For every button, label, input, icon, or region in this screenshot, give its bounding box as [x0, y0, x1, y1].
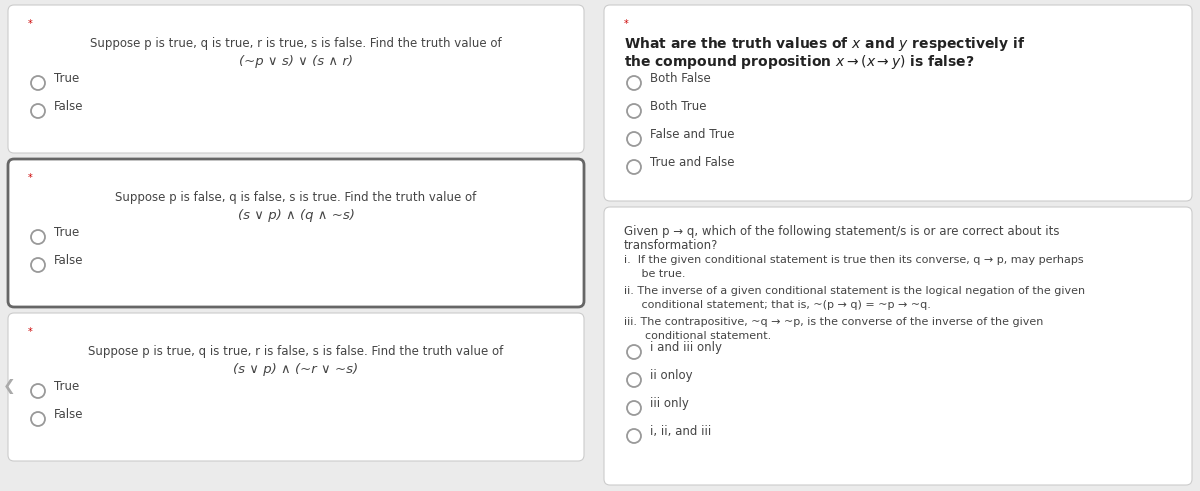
Text: (s ∨ p) ∧ (q ∧ ~s): (s ∨ p) ∧ (q ∧ ~s) — [238, 209, 354, 222]
Text: False: False — [54, 100, 84, 112]
Text: True: True — [54, 72, 79, 84]
Text: False: False — [54, 253, 84, 267]
Text: Given p → q, which of the following statement/s is or are correct about its: Given p → q, which of the following stat… — [624, 225, 1060, 238]
FancyBboxPatch shape — [8, 5, 584, 153]
Text: Suppose p is true, q is true, r is true, s is false. Find the truth value of: Suppose p is true, q is true, r is true,… — [90, 37, 502, 50]
Text: iii only: iii only — [650, 397, 689, 409]
Text: conditional statement.: conditional statement. — [624, 331, 772, 341]
Text: *: * — [28, 173, 32, 183]
Text: *: * — [28, 19, 32, 29]
Text: Both False: Both False — [650, 72, 710, 84]
Text: iii. The contrapositive, ~q → ~p, is the converse of the inverse of the given: iii. The contrapositive, ~q → ~p, is the… — [624, 317, 1043, 327]
Text: i, ii, and iii: i, ii, and iii — [650, 425, 712, 437]
Text: True and False: True and False — [650, 156, 734, 168]
Text: False and True: False and True — [650, 128, 734, 140]
Text: ❮: ❮ — [2, 380, 16, 394]
FancyBboxPatch shape — [8, 313, 584, 461]
Text: True: True — [54, 380, 79, 392]
Text: *: * — [624, 19, 629, 29]
FancyBboxPatch shape — [604, 207, 1192, 485]
Text: What are the truth values of $x$ and $y$ respectively if: What are the truth values of $x$ and $y$… — [624, 35, 1025, 53]
Text: i and iii only: i and iii only — [650, 340, 722, 354]
Text: conditional statement; that is, ~(p → q) = ~p → ~q.: conditional statement; that is, ~(p → q)… — [624, 300, 931, 310]
Text: (s ∨ p) ∧ (~r ∨ ~s): (s ∨ p) ∧ (~r ∨ ~s) — [234, 363, 359, 376]
FancyBboxPatch shape — [8, 159, 584, 307]
Text: Suppose p is true, q is true, r is false, s is false. Find the truth value of: Suppose p is true, q is true, r is false… — [89, 345, 504, 358]
Text: transformation?: transformation? — [624, 239, 719, 252]
Text: the compound proposition $x \rightarrow (x \rightarrow y)$ is false?: the compound proposition $x \rightarrow … — [624, 53, 974, 71]
Text: *: * — [28, 327, 32, 337]
Text: False: False — [54, 408, 84, 420]
Text: ii onloy: ii onloy — [650, 369, 692, 382]
Text: (~p ∨ s) ∨ (s ∧ r): (~p ∨ s) ∨ (s ∧ r) — [239, 55, 353, 68]
Text: i.  If the given conditional statement is true then its converse, q → p, may per: i. If the given conditional statement is… — [624, 255, 1084, 265]
Text: True: True — [54, 225, 79, 239]
Text: Suppose p is false, q is false, s is true. Find the truth value of: Suppose p is false, q is false, s is tru… — [115, 191, 476, 204]
FancyBboxPatch shape — [604, 5, 1192, 201]
Text: be true.: be true. — [624, 269, 685, 279]
Text: ii. The inverse of a given conditional statement is the logical negation of the : ii. The inverse of a given conditional s… — [624, 286, 1085, 296]
Text: Both True: Both True — [650, 100, 707, 112]
